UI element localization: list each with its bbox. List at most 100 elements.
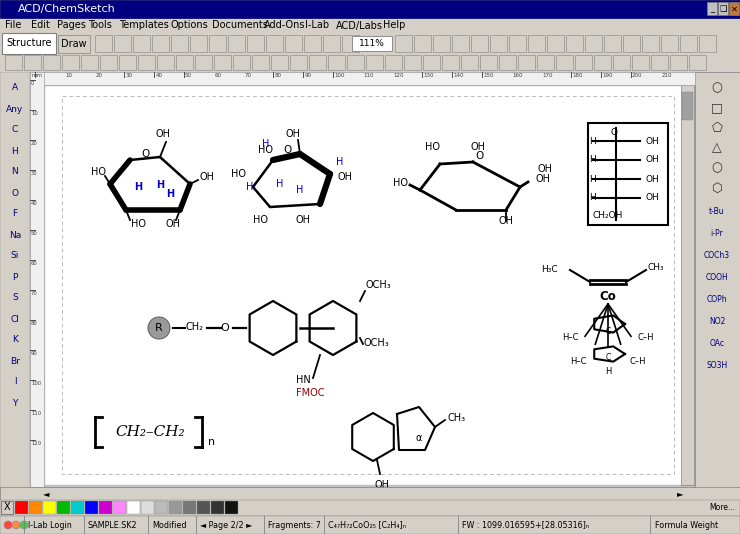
Text: 100: 100: [31, 381, 41, 386]
Text: HO: HO: [392, 178, 408, 188]
Text: SO3H: SO3H: [707, 362, 727, 371]
Bar: [395, 35, 412, 52]
Bar: [499, 55, 516, 70]
Text: HO: HO: [258, 145, 273, 155]
Text: FMOC: FMOC: [296, 388, 324, 398]
Text: Draw: Draw: [61, 39, 87, 49]
Bar: [729, 2, 739, 15]
Bar: [30, 80, 36, 81]
Bar: [490, 35, 507, 52]
Text: K: K: [12, 335, 18, 344]
Bar: [566, 35, 583, 52]
Text: 30: 30: [31, 171, 38, 176]
Text: H: H: [296, 185, 303, 195]
Bar: [44, 85, 695, 485]
Bar: [0, 0, 740, 18]
Text: 111%: 111%: [359, 39, 385, 48]
Bar: [30, 260, 36, 261]
Bar: [0, 72, 30, 502]
Text: 80: 80: [275, 73, 281, 78]
Text: COOH: COOH: [706, 273, 728, 282]
Bar: [347, 55, 364, 70]
Bar: [452, 35, 469, 52]
Bar: [0, 516, 740, 534]
Bar: [2, 33, 56, 54]
Bar: [155, 501, 168, 514]
Bar: [30, 72, 695, 85]
Bar: [169, 501, 182, 514]
Bar: [680, 35, 697, 52]
Text: HO: HO: [425, 142, 440, 152]
Text: H: H: [589, 175, 596, 184]
Text: ⬡: ⬡: [712, 182, 722, 194]
Text: 30: 30: [125, 73, 132, 78]
Bar: [642, 35, 659, 52]
Text: NO2: NO2: [709, 318, 725, 326]
Text: C: C: [12, 125, 18, 135]
Text: H: H: [246, 182, 253, 192]
Text: ⬠: ⬠: [712, 122, 722, 135]
Text: CH₂–CH₂: CH₂–CH₂: [115, 425, 185, 439]
Bar: [414, 35, 431, 52]
Text: 180: 180: [573, 73, 583, 78]
Bar: [309, 55, 326, 70]
Bar: [24, 55, 41, 70]
Bar: [651, 55, 668, 70]
Bar: [613, 55, 630, 70]
Bar: [81, 55, 98, 70]
Text: Co: Co: [599, 289, 616, 302]
Bar: [127, 501, 140, 514]
Bar: [30, 72, 44, 487]
Bar: [214, 55, 231, 70]
Text: 0: 0: [31, 81, 34, 86]
Bar: [547, 35, 564, 52]
Text: 190: 190: [602, 73, 613, 78]
Text: OH: OH: [645, 193, 659, 202]
Text: ►: ►: [677, 489, 683, 498]
Text: OCH₃: OCH₃: [363, 338, 388, 348]
Text: SAMPLE.SK2: SAMPLE.SK2: [88, 521, 138, 530]
Bar: [304, 35, 321, 52]
Text: _: _: [710, 4, 714, 13]
Text: 200: 200: [632, 73, 642, 78]
Bar: [0, 33, 740, 54]
Bar: [190, 35, 207, 52]
Text: C₄₇H₇₂CoO₂₅ [C₂H₄]ₙ: C₄₇H₇₂CoO₂₅ [C₂H₄]ₙ: [328, 521, 406, 530]
Text: OH: OH: [286, 129, 300, 139]
Text: OH: OH: [645, 137, 659, 145]
Bar: [588, 123, 668, 225]
Text: H: H: [134, 182, 142, 192]
Text: 20: 20: [31, 141, 38, 146]
Text: ACD/Labs: ACD/Labs: [336, 20, 383, 30]
Text: ○: ○: [712, 161, 722, 175]
Bar: [707, 2, 717, 15]
Bar: [352, 36, 392, 51]
Text: OH: OH: [499, 216, 514, 226]
Bar: [5, 55, 22, 70]
Bar: [211, 501, 224, 514]
Text: ACD/ChemSketch: ACD/ChemSketch: [18, 4, 115, 14]
Text: △: △: [712, 142, 722, 154]
Text: 40: 40: [155, 73, 162, 78]
Text: 90: 90: [304, 73, 312, 78]
Text: 40: 40: [31, 201, 38, 206]
Text: 10: 10: [31, 111, 38, 116]
Text: 130: 130: [423, 73, 434, 78]
Bar: [670, 55, 687, 70]
Bar: [594, 55, 611, 70]
Bar: [176, 55, 193, 70]
Text: H: H: [156, 180, 164, 190]
Text: ❑: ❑: [719, 4, 727, 13]
Bar: [0, 18, 740, 33]
Bar: [100, 55, 117, 70]
Text: O: O: [142, 149, 150, 159]
Bar: [15, 501, 28, 514]
Text: Edit: Edit: [31, 20, 50, 30]
Text: 100: 100: [334, 73, 345, 78]
Text: H: H: [589, 137, 596, 145]
Bar: [43, 501, 56, 514]
Text: ○: ○: [712, 82, 722, 95]
Bar: [57, 501, 70, 514]
Bar: [141, 501, 154, 514]
Text: Modified: Modified: [152, 521, 186, 530]
